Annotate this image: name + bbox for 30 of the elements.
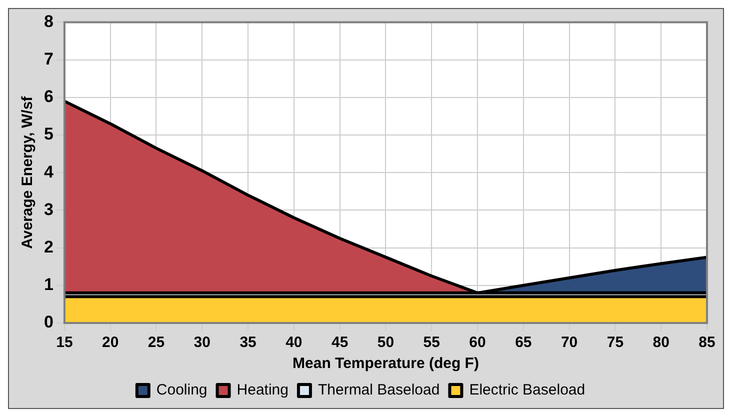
x-tick-label: 80 — [652, 334, 670, 352]
x-tick-label: 70 — [560, 334, 578, 352]
x-tick-label: 65 — [515, 334, 532, 352]
y-tick-label: 3 — [44, 200, 54, 219]
x-tick-label: 30 — [194, 334, 210, 352]
x-tick-label: 85 — [698, 334, 716, 352]
x-axis-title: Mean Temperature (deg F) — [292, 355, 479, 372]
legend-label: Heating — [236, 382, 288, 399]
x-tick-label: 60 — [469, 334, 486, 352]
x-tick-label: 45 — [331, 334, 348, 352]
x-tick-label: 75 — [606, 334, 624, 352]
y-tick-label: 5 — [44, 124, 54, 144]
legend-label: Thermal Baseload — [318, 382, 440, 399]
y-tick-label: 1 — [44, 275, 54, 294]
x-tick-label: 20 — [102, 334, 119, 352]
legend-label: Cooling — [156, 382, 208, 399]
y-tick-label: 6 — [44, 87, 54, 106]
x-tick-label: 15 — [56, 334, 73, 352]
y-tick-label: 8 — [44, 12, 54, 31]
y-tick-label: 2 — [44, 237, 54, 256]
y-tick-label: 0 — [44, 312, 54, 332]
legend-label: Electric Baseload — [469, 382, 586, 399]
x-tick-label: 40 — [286, 334, 302, 352]
x-tick-label: 35 — [240, 334, 256, 352]
x-tick-label: 25 — [148, 334, 165, 352]
y-axis-title: Average Energy, W/sf — [19, 95, 36, 249]
x-tick-label: 50 — [377, 334, 394, 352]
y-tick-label: 4 — [44, 162, 54, 182]
x-tick-label: 55 — [423, 334, 440, 352]
y-tick-label: 7 — [44, 49, 54, 68]
